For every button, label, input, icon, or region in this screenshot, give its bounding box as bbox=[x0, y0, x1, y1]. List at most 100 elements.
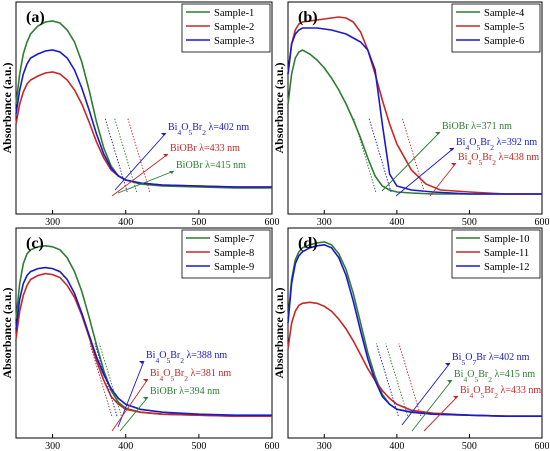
tangent-line bbox=[375, 343, 399, 417]
annotation-label-part: 7 bbox=[472, 358, 476, 367]
tangent-line bbox=[353, 118, 377, 193]
annotation-label-part: Bi bbox=[456, 137, 466, 148]
x-tick-label: 600 bbox=[265, 441, 280, 451]
annotation-arrowhead bbox=[445, 363, 450, 366]
annotation-label-part: Bi bbox=[452, 352, 462, 363]
annotation-label-part: Br bbox=[480, 137, 491, 148]
annotation-label-part: BiOBr λ=433 nm bbox=[170, 143, 240, 154]
legend-label: Sample-7 bbox=[214, 234, 254, 245]
legend-label: Sample-2 bbox=[214, 22, 254, 33]
annotation-arrow bbox=[381, 131, 441, 192]
annotation-label-part: 4 bbox=[463, 375, 467, 384]
annotation-label: BiOBr λ=371 nm bbox=[442, 121, 512, 132]
annotation-label: Bi4O5Br2 λ=392 nm bbox=[456, 137, 537, 152]
annotation-label-part: Br bbox=[478, 369, 489, 380]
series-line-sample-3 bbox=[15, 49, 272, 188]
annotation-label-part: Bi bbox=[168, 122, 178, 133]
legend-label: Sample-8 bbox=[214, 248, 254, 259]
annotation-label-part: 4 bbox=[469, 391, 473, 400]
annotation-label-part: O bbox=[473, 385, 480, 396]
annotation-label-part: BiOBr λ=371 nm bbox=[442, 121, 512, 132]
annotation-arrow bbox=[401, 362, 451, 426]
annotation-label-part: λ=433 nm bbox=[498, 385, 541, 396]
annotation-label-part: λ=438 nm bbox=[496, 152, 539, 163]
y-axis-title: Absorbance (a.u.) bbox=[272, 287, 286, 378]
annotation-label-part: 2 bbox=[492, 158, 496, 167]
legend: Sample-7 Sample-8 Sample-9 bbox=[181, 229, 271, 279]
x-tick-label: 500 bbox=[462, 217, 477, 228]
annotation-arrowhead bbox=[453, 396, 458, 399]
panel-2: 300400500600Wavelength (nm)Absorbance (a… bbox=[272, 1, 550, 241]
annotation-label-part: λ=388 nm bbox=[184, 350, 227, 361]
annotation-arrow bbox=[114, 132, 167, 191]
annotation-label-part: Br bbox=[482, 152, 493, 163]
annotation-arrow bbox=[117, 170, 175, 194]
annotation-label-part: 5 bbox=[170, 374, 174, 383]
annotation-label-part: Bi bbox=[150, 368, 160, 379]
tangent-line bbox=[368, 118, 392, 193]
x-tick-label: 300 bbox=[45, 441, 60, 451]
series-line-sample-11 bbox=[287, 301, 542, 417]
annotation-label-part: 4 bbox=[467, 158, 471, 167]
annotation-label-part: 5 bbox=[461, 358, 465, 367]
annotation-arrowhead bbox=[139, 361, 144, 364]
annotation-label: BiOBr λ=415 nm bbox=[176, 160, 246, 171]
series-line-sample-6 bbox=[287, 27, 542, 195]
legend-label: Sample-1 bbox=[214, 8, 254, 19]
annotation-arrowhead bbox=[447, 380, 452, 383]
annotation-arrow bbox=[411, 379, 453, 432]
x-tick-label: 300 bbox=[317, 217, 332, 228]
legend-label: Sample-9 bbox=[214, 262, 254, 273]
y-axis-title: Absorbance (a.u.) bbox=[0, 62, 14, 153]
annotation-label-part: Br λ=402 nm bbox=[476, 352, 529, 363]
annotation-label: BiOBr λ=394 nm bbox=[150, 386, 220, 397]
series-line-sample-12 bbox=[287, 243, 542, 417]
x-tick-label: 300 bbox=[45, 217, 60, 228]
x-tick-label: 400 bbox=[118, 441, 133, 451]
annotation-arrow bbox=[429, 162, 457, 197]
tangent-line bbox=[398, 343, 422, 417]
series-line-sample-9 bbox=[15, 266, 272, 416]
annotation-label-part: O bbox=[181, 122, 188, 133]
x-tick-label: 500 bbox=[191, 217, 206, 228]
annotation-label: Bi4O5Br2 λ=415 nm bbox=[454, 369, 535, 384]
annotation-label-part: λ=392 nm bbox=[494, 137, 537, 148]
x-tick-label: 400 bbox=[389, 441, 404, 451]
annotation-label: Bi4O5Br2 λ=433 nm bbox=[460, 385, 541, 400]
annotation-label-part: 2 bbox=[184, 374, 188, 383]
legend: Sample-1 Sample-2 Sample-3 bbox=[181, 3, 271, 53]
annotation-label-part: Bi bbox=[460, 385, 470, 396]
tangent-line bbox=[402, 118, 425, 193]
legend-label: Sample-11 bbox=[484, 248, 529, 259]
tangent-line bbox=[94, 343, 118, 417]
annotation-label-part: O bbox=[159, 350, 166, 361]
annotation-arrowhead bbox=[143, 379, 148, 382]
legend-label: Sample-5 bbox=[484, 22, 524, 33]
panel-3: 300400500600Wavelength (nm)Absorbance (a… bbox=[0, 227, 280, 451]
annotation-arrowhead bbox=[449, 148, 454, 151]
panel-label: (d) bbox=[298, 235, 318, 252]
panel-label: (c) bbox=[26, 235, 44, 252]
annotation-label-part: 5 bbox=[474, 375, 478, 384]
annotation-label-part: 4 bbox=[177, 128, 181, 137]
annotation-label-part: BiOBr λ=415 nm bbox=[176, 160, 246, 171]
series-line-sample-4 bbox=[287, 49, 542, 195]
annotation-label: Bi4O5Br2 λ=402 nm bbox=[168, 122, 249, 137]
annotation-label-part: 5 bbox=[188, 128, 192, 137]
legend-label: Sample-10 bbox=[484, 234, 530, 245]
y-axis-title: Absorbance (a.u.) bbox=[0, 287, 14, 378]
x-tick-label: 600 bbox=[265, 217, 280, 228]
annotation-label-part: Br bbox=[170, 350, 181, 361]
tangent-line bbox=[104, 118, 128, 193]
annotation-label-part: Br bbox=[192, 122, 203, 133]
annotation-label-part: Br bbox=[484, 385, 495, 396]
annotation-label-part: 4 bbox=[465, 143, 469, 152]
x-tick-label: 600 bbox=[535, 441, 550, 451]
annotation-label-part: 4 bbox=[155, 356, 159, 365]
legend-label: Sample-6 bbox=[484, 36, 524, 47]
series-line-sample-1 bbox=[15, 20, 272, 189]
annotation-label-part: 4 bbox=[159, 374, 163, 383]
annotation-label-part: Bi bbox=[146, 350, 156, 361]
annotation-arrow bbox=[395, 147, 455, 197]
